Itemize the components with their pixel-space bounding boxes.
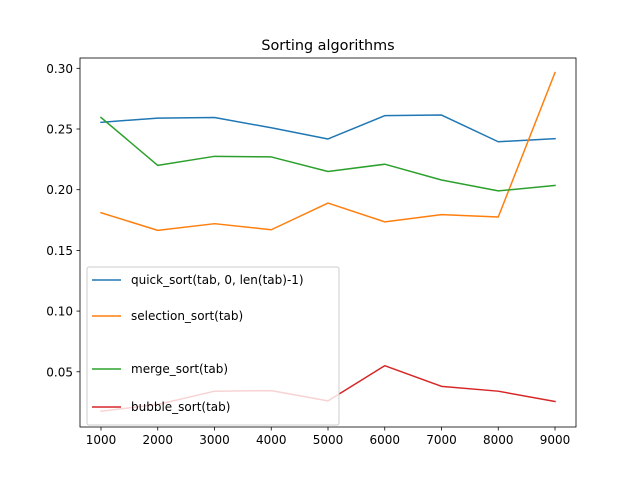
series-line-3 (99, 116, 556, 192)
y-tick-label-6: 0.30 (46, 62, 73, 76)
x-tick-label-2: 2000 (142, 433, 173, 447)
legend-label-4: bubble_sort(tab) (131, 400, 230, 414)
legend-box (86, 266, 340, 426)
x-tick-label-1: 1000 (86, 433, 117, 447)
x-tick-label-8: 8000 (483, 433, 514, 447)
y-tick-label-2: 0.10 (46, 305, 73, 319)
y-tick-label-3: 0.15 (46, 244, 73, 258)
x-tick-label-9: 9000 (540, 433, 571, 447)
y-axis: 0.05 0.10 0.15 0.20 0.25 0.30 (46, 62, 80, 379)
legend-label-1: quick_sort(tab, 0, len(tab)-1) (131, 273, 304, 287)
series-line-2 (100, 71, 556, 232)
x-tick-label-7: 7000 (426, 433, 457, 447)
chart-title: Sorting algorithms (261, 38, 394, 54)
x-tick-label-4: 4000 (256, 433, 287, 447)
y-tick-label-5: 0.25 (46, 123, 73, 137)
x-tick-label-6: 6000 (369, 433, 400, 447)
x-tick-label-5: 5000 (313, 433, 344, 447)
x-axis: 1000 2000 3000 4000 5000 6000 7000 8000 9000 (86, 427, 571, 447)
legend-label-2: selection_sort(tab) (131, 309, 243, 323)
y-tick-label-1: 0.05 (46, 365, 73, 379)
x-tick-label-3: 3000 (199, 433, 230, 447)
legend: quick_sort(tab, 0, len(tab)-1) selection_… (86, 266, 340, 426)
legend-label-3: merge_sort(tab) (131, 362, 228, 376)
series-line-1 (100, 114, 556, 143)
y-tick-label-4: 0.20 (46, 183, 73, 197)
